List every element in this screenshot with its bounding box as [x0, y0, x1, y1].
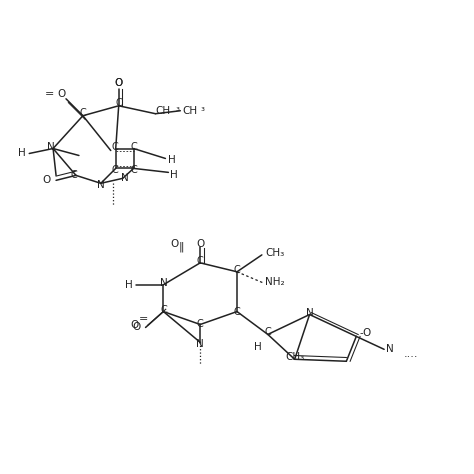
Text: N: N — [160, 278, 167, 288]
Text: CH₃: CH₃ — [266, 248, 285, 258]
Text: -O: -O — [359, 328, 372, 338]
Text: ₃: ₃ — [175, 103, 179, 113]
Text: C: C — [130, 142, 137, 152]
Text: ....: .... — [404, 349, 419, 359]
Text: O: O — [130, 320, 138, 330]
Text: ‖: ‖ — [179, 242, 184, 252]
Text: C: C — [130, 165, 137, 175]
Text: N: N — [121, 173, 128, 183]
Text: N: N — [386, 344, 394, 355]
Text: O: O — [170, 239, 178, 249]
Text: =: = — [139, 315, 148, 325]
Text: C: C — [111, 142, 118, 152]
Text: O: O — [115, 78, 123, 88]
Text: O: O — [43, 175, 51, 185]
Text: NH₂: NH₂ — [265, 277, 284, 287]
Text: CH₃: CH₃ — [285, 352, 304, 362]
Text: C: C — [234, 265, 240, 275]
Text: N: N — [196, 339, 204, 349]
Text: H: H — [254, 342, 262, 352]
Text: ₃: ₃ — [200, 103, 204, 113]
Text: N: N — [306, 308, 313, 318]
Text: CH: CH — [182, 106, 198, 116]
Text: O: O — [57, 89, 65, 99]
Text: CH: CH — [155, 106, 171, 116]
Text: N: N — [47, 142, 55, 152]
Text: O: O — [132, 322, 141, 332]
Text: C: C — [71, 170, 77, 181]
Text: O: O — [196, 239, 204, 249]
Text: H: H — [18, 148, 26, 158]
Text: H: H — [168, 155, 176, 165]
Text: C: C — [197, 256, 204, 266]
Text: N: N — [97, 180, 105, 190]
Text: C: C — [197, 319, 204, 329]
Text: C: C — [115, 98, 122, 108]
Text: C: C — [111, 165, 118, 175]
Text: =: = — [45, 89, 54, 99]
Text: C: C — [160, 305, 167, 315]
Text: O: O — [115, 78, 123, 88]
Text: C: C — [234, 307, 240, 317]
Text: H: H — [170, 170, 178, 181]
Text: C: C — [80, 108, 86, 118]
Text: H: H — [125, 280, 133, 290]
Text: C: C — [264, 328, 271, 337]
